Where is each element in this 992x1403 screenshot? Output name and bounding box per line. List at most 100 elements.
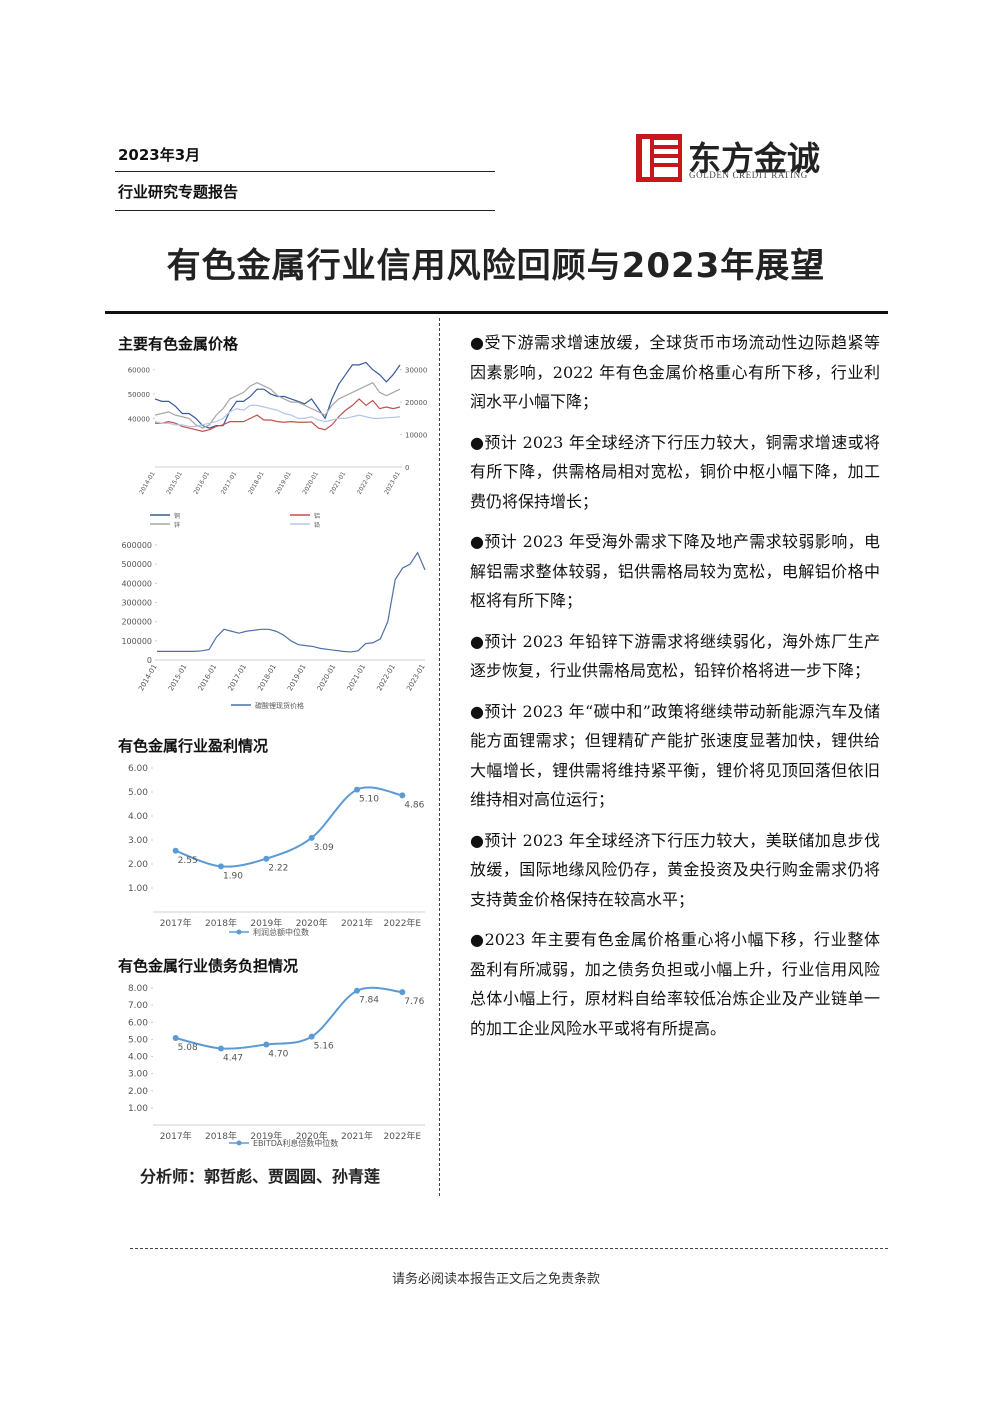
x-tick-label: 2022-01 [356,470,375,495]
x-tick-label: 2017年 [160,1130,192,1142]
x-tick-label: 2021-01 [329,470,348,495]
value-label: 4.86 [404,800,424,810]
y-tick-label: 6.00 [128,764,148,774]
value-label: 2.55 [178,856,198,866]
y-tick-label: 500000 [121,560,152,569]
y-tick-label: 3.00 [128,1070,148,1080]
y-tick-label: 1.00 [128,884,148,894]
footer-rule [130,1248,888,1249]
x-tick-label: 2017-01 [227,663,249,692]
y-tick-label: 4.00 [128,1053,148,1063]
point [218,863,224,870]
y-tick-label: 4.00 [128,812,148,822]
x-tick-label: 2019-01 [274,470,293,495]
bullet: ●受下游需求增速放缓，全球货币市场流动性边际趋紧等因素影响，2022 年有色金属… [470,333,880,411]
section-heading: 有色金属行业债务负担情况 [118,957,299,975]
value-label: 4.47 [223,1053,243,1063]
y-tick-label: 10000 [405,432,427,440]
value-label: 4.70 [268,1050,288,1060]
series-line [154,361,401,429]
x-tick-label: 2016-01 [197,663,219,692]
point [172,847,179,854]
value-label: 2.22 [268,864,288,874]
x-tick-label: 2022年E [384,917,422,929]
value-label: 3.09 [314,843,334,853]
legend-label: 铜 [174,512,180,520]
bullet: ●预计 2023 年全球经济下行压力较大，铜需求增速或将有所下降，供需格局相对宽… [470,432,880,511]
logo-en: GOLDEN CREDIT RATING [689,170,808,180]
x-tick-label: 2019年 [250,1130,282,1142]
section-heading: 有色金属行业盈利情况 [118,737,269,755]
legend-swatch [236,929,242,935]
logo-name: 东方金诚 [688,139,820,178]
x-tick-label: 2018-01 [247,470,266,495]
y-tick-label: 5.00 [128,1035,148,1045]
legend-label: 锌 [174,521,180,529]
point [308,834,315,841]
y-tick-label: 30000 [405,367,427,375]
footer-note: 请务必阅读本报告正文后之免责条款 [391,1272,600,1287]
legend-label: EBITDA利息倍数中位数 [253,1138,338,1148]
bullet: ●预计 2023 年“碳中和”政策将继续带动新能源汽车及储能方面锂需求；但锂精矿… [470,701,880,810]
header-rule [115,171,495,172]
x-tick-label: 2018年 [205,917,237,929]
value-label: 5.08 [178,1043,198,1053]
series-line [157,551,426,653]
x-tick-label: 2023-01 [383,470,402,495]
x-tick-label: 2019-01 [286,663,308,692]
point [354,786,360,793]
point [399,989,406,996]
y-tick-label: 1.00 [128,1104,148,1114]
bullet-list: ●受下游需求增速放缓，全球货币市场流动性边际趋紧等因素影响，2022 年有色金属… [470,328,880,1054]
y-tick-label: 50000 [128,391,150,399]
x-tick-label: 2019年 [250,917,282,929]
y-tick-label: 3.00 [128,836,148,846]
report-title: 有色金属行业信用风险回顾与2023年展望 [166,246,826,286]
y-tick-label: 2.00 [128,1087,148,1097]
series-line [154,381,401,429]
logo-icon [636,134,682,182]
x-tick-label: 2020年 [296,917,328,929]
x-tick-label: 2015-01 [167,663,189,692]
title-rule [105,311,888,314]
x-tick-label: 2015-01 [165,470,184,495]
section-heading: 主要有色金属价格 [118,335,239,353]
x-tick-label: 2020-01 [301,470,320,495]
x-tick-label: 2014-01 [138,470,157,495]
x-tick-label: 2021年 [341,917,373,929]
bullet: ●预计 2023 年全球经济下行压力较大，美联储加息步伐放缓，国际地缘风险仍存，… [470,830,880,909]
x-tick-label: 2023-01 [405,663,427,692]
y-tick-label: 5.00 [128,788,148,798]
analysts: 分析师：郭哲彪、贾圆圆、孙青莲 [140,1167,381,1186]
y-tick-label: 60000 [128,367,150,375]
x-tick-label: 2020-01 [316,663,338,692]
y-tick-label: 200000 [121,618,152,627]
y-tick-label: 20000 [405,399,427,407]
y-tick-label: 2.00 [128,860,148,870]
x-tick-label: 2020年 [296,1130,328,1142]
y-tick-label: 6.00 [128,1018,148,1028]
legend-label: 利润总额中位数 [253,927,309,937]
x-tick-label: 2017年 [160,917,192,929]
value-label: 5.10 [359,795,379,805]
y-tick-label: 7.00 [128,1001,148,1011]
point [263,855,270,862]
point [308,1033,315,1040]
series-line [155,398,401,432]
column-divider [439,318,440,1196]
report-category: 行业研究专题报告 [118,183,239,201]
x-tick-label: 2017-01 [220,470,239,495]
header-rule [115,210,495,211]
chart: 1.00 2.00 3.00 4.00 5.00 6.00 2017年 2018年 2019年 2… [128,764,425,937]
legend-swatch [236,1140,242,1146]
report-date: 2023年3月 [118,146,201,164]
bullet: ●预计 2023 年受海外需求下降及地产需求较弱影响，电解铝需求整体较弱，铝供需… [470,532,880,610]
x-tick-label: 2014-01 [137,663,159,692]
value-label: 7.76 [404,997,424,1007]
x-tick-label: 2021-01 [346,663,368,692]
point [263,1041,270,1048]
bullet: ●预计 2023 年铅锌下游需求将继续弱化，海外炼厂生产逐步恢复，行业供需格局宽… [470,631,880,681]
legend-label: 碳酸锂现货价格 [255,701,304,710]
point [172,1035,179,1042]
